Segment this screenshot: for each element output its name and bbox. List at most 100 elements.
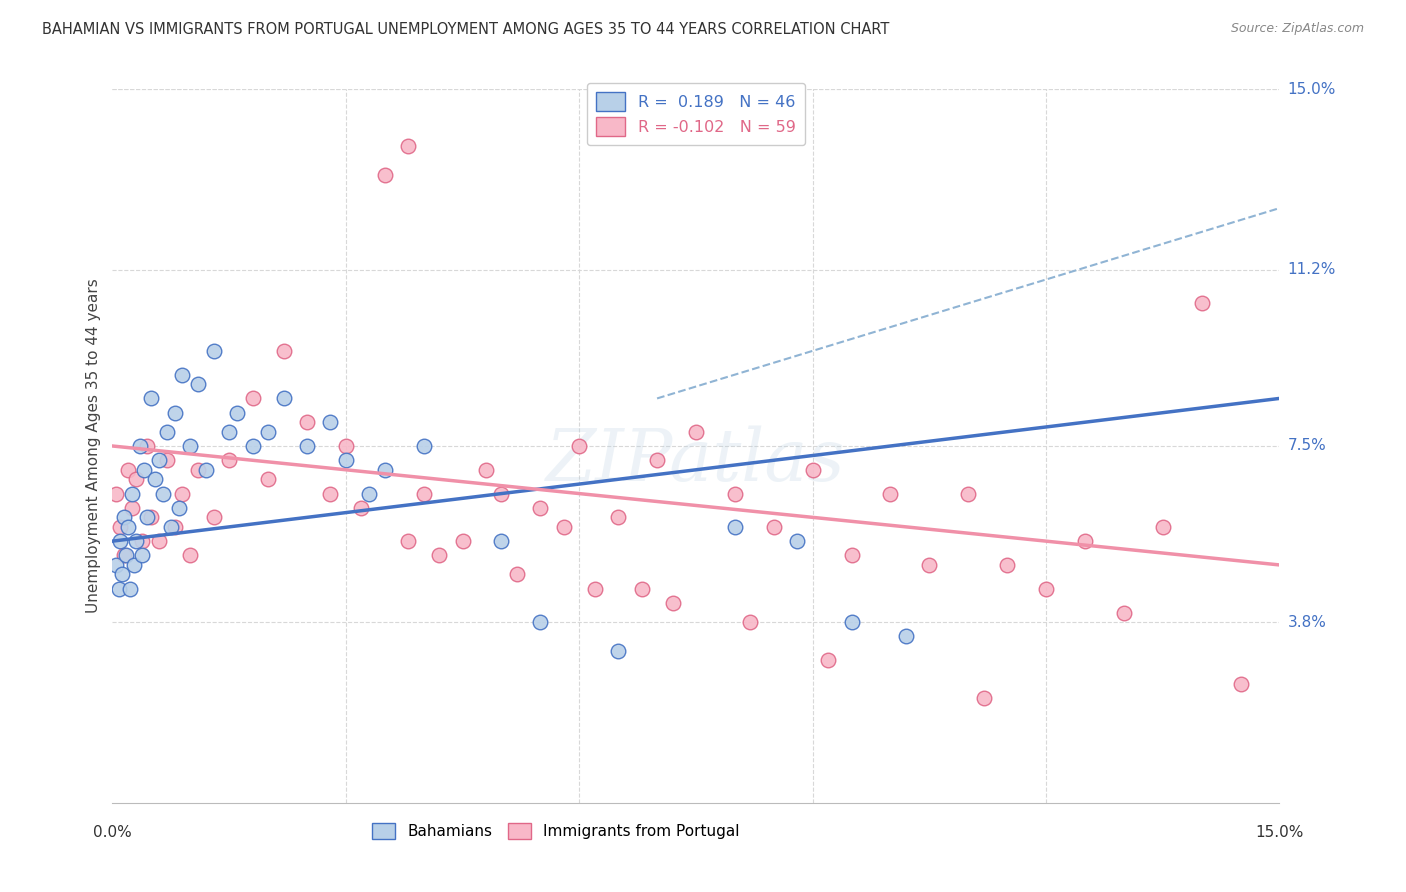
- Point: [160, 520, 183, 534]
- Point: [136, 510, 159, 524]
- Point: [111, 567, 134, 582]
- Point: [740, 615, 762, 629]
- Point: [801, 463, 824, 477]
- Point: [152, 486, 174, 500]
- Point: [148, 534, 170, 549]
- Point: [117, 520, 139, 534]
- Text: 15.0%: 15.0%: [1288, 82, 1336, 96]
- Point: [568, 439, 591, 453]
- Point: [187, 463, 209, 477]
- Point: [973, 691, 995, 706]
- Text: ZIPatlas: ZIPatlas: [546, 425, 846, 496]
- Point: [257, 472, 280, 486]
- Point: [156, 425, 179, 439]
- Point: [110, 520, 132, 534]
- Point: [529, 500, 551, 515]
- Point: [110, 534, 132, 549]
- Point: [1074, 534, 1097, 549]
- Point: [412, 439, 434, 453]
- Point: [553, 520, 575, 534]
- Point: [817, 653, 839, 667]
- Point: [257, 425, 280, 439]
- Point: [396, 139, 419, 153]
- Point: [918, 558, 941, 572]
- Point: [125, 534, 148, 549]
- Point: [685, 425, 707, 439]
- Point: [506, 567, 529, 582]
- Point: [112, 510, 135, 524]
- Point: [273, 392, 295, 406]
- Point: [1191, 296, 1213, 310]
- Point: [107, 582, 129, 596]
- Point: [412, 486, 434, 500]
- Point: [167, 500, 190, 515]
- Point: [117, 463, 139, 477]
- Point: [1229, 677, 1251, 691]
- Point: [491, 534, 513, 549]
- Point: [607, 510, 630, 524]
- Text: 15.0%: 15.0%: [1256, 825, 1303, 840]
- Point: [156, 453, 179, 467]
- Point: [491, 486, 513, 500]
- Point: [118, 582, 141, 596]
- Point: [202, 510, 225, 524]
- Point: [242, 439, 264, 453]
- Point: [136, 439, 159, 453]
- Text: 7.5%: 7.5%: [1288, 439, 1326, 453]
- Point: [1112, 606, 1135, 620]
- Point: [132, 463, 155, 477]
- Point: [194, 463, 217, 477]
- Point: [841, 615, 863, 629]
- Point: [661, 596, 683, 610]
- Point: [226, 406, 249, 420]
- Point: [121, 486, 143, 500]
- Point: [179, 439, 201, 453]
- Point: [350, 500, 373, 515]
- Point: [957, 486, 980, 500]
- Point: [131, 549, 153, 563]
- Point: [125, 472, 148, 486]
- Text: BAHAMIAN VS IMMIGRANTS FROM PORTUGAL UNEMPLOYMENT AMONG AGES 35 TO 44 YEARS CORR: BAHAMIAN VS IMMIGRANTS FROM PORTUGAL UNE…: [42, 22, 890, 37]
- Point: [786, 534, 808, 549]
- Point: [172, 368, 194, 382]
- Point: [374, 168, 396, 182]
- Point: [879, 486, 901, 500]
- Point: [122, 558, 145, 572]
- Point: [143, 472, 166, 486]
- Point: [121, 500, 143, 515]
- Point: [894, 629, 917, 643]
- Point: [172, 486, 194, 500]
- Point: [335, 453, 357, 467]
- Point: [645, 453, 668, 467]
- Point: [141, 392, 163, 406]
- Point: [218, 425, 240, 439]
- Point: [105, 486, 128, 500]
- Point: [630, 582, 652, 596]
- Y-axis label: Unemployment Among Ages 35 to 44 years: Unemployment Among Ages 35 to 44 years: [86, 278, 101, 614]
- Point: [724, 486, 747, 500]
- Point: [335, 439, 357, 453]
- Point: [319, 415, 342, 429]
- Text: 11.2%: 11.2%: [1288, 262, 1336, 277]
- Point: [218, 453, 240, 467]
- Point: [841, 549, 863, 563]
- Point: [242, 392, 264, 406]
- Point: [396, 534, 419, 549]
- Point: [163, 520, 186, 534]
- Point: [374, 463, 396, 477]
- Point: [141, 510, 163, 524]
- Point: [163, 406, 186, 420]
- Point: [427, 549, 450, 563]
- Point: [475, 463, 498, 477]
- Point: [359, 486, 381, 500]
- Point: [115, 549, 138, 563]
- Legend: Bahamians, Immigrants from Portugal: Bahamians, Immigrants from Portugal: [367, 817, 745, 845]
- Point: [131, 534, 153, 549]
- Text: 0.0%: 0.0%: [93, 825, 132, 840]
- Point: [202, 343, 225, 358]
- Point: [273, 343, 295, 358]
- Point: [1035, 582, 1057, 596]
- Point: [762, 520, 785, 534]
- Point: [319, 486, 342, 500]
- Point: [295, 439, 318, 453]
